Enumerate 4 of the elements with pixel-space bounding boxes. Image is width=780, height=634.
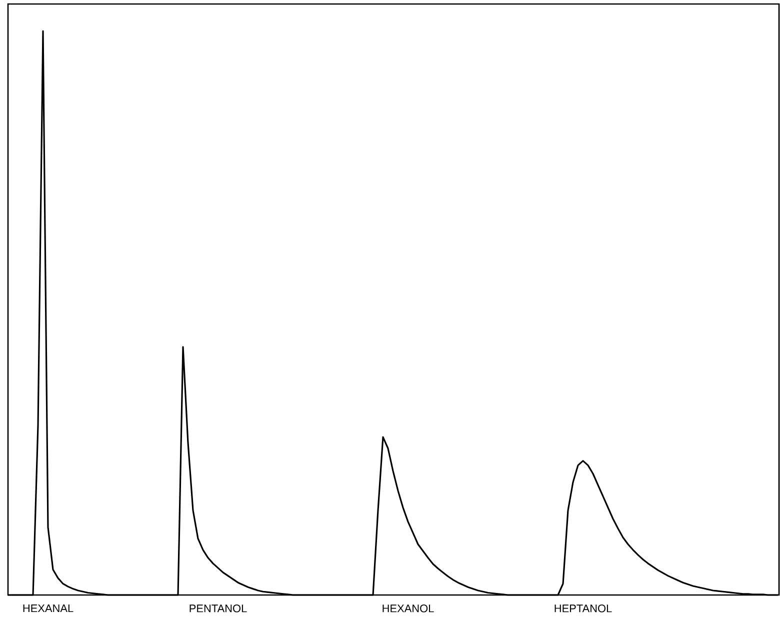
x-tick-label: PENTANOL (190, 604, 247, 612)
x-tick-label: HEXANOL (382, 604, 434, 612)
x-tick-label: HEXANAL (23, 604, 74, 612)
x-tick-label: HEPTANOL (554, 604, 612, 612)
